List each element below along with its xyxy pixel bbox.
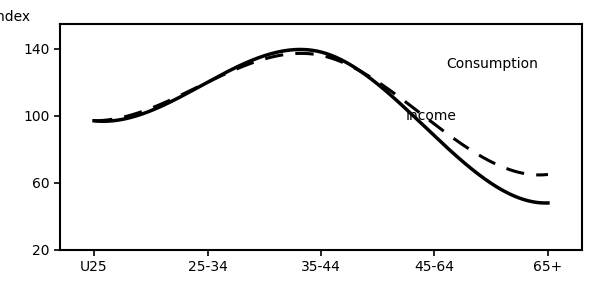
Text: Index: Index [0,10,30,24]
Text: Consumption: Consumption [446,57,538,71]
Text: Income: Income [406,109,457,123]
